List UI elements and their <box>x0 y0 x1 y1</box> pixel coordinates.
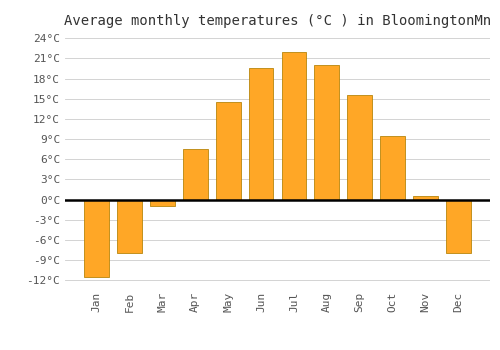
Title: Average monthly temperatures (°C ) in BloomingtonMn: Average monthly temperatures (°C ) in Bl… <box>64 14 491 28</box>
Bar <box>84 199 109 277</box>
Bar <box>413 196 438 200</box>
Bar <box>150 199 174 206</box>
Bar <box>282 52 306 200</box>
Bar <box>248 69 274 200</box>
Bar <box>117 199 142 253</box>
Bar <box>183 149 208 199</box>
Bar <box>380 136 405 200</box>
Bar <box>446 199 470 253</box>
Bar <box>348 95 372 200</box>
Bar <box>314 65 339 199</box>
Bar <box>216 102 240 199</box>
